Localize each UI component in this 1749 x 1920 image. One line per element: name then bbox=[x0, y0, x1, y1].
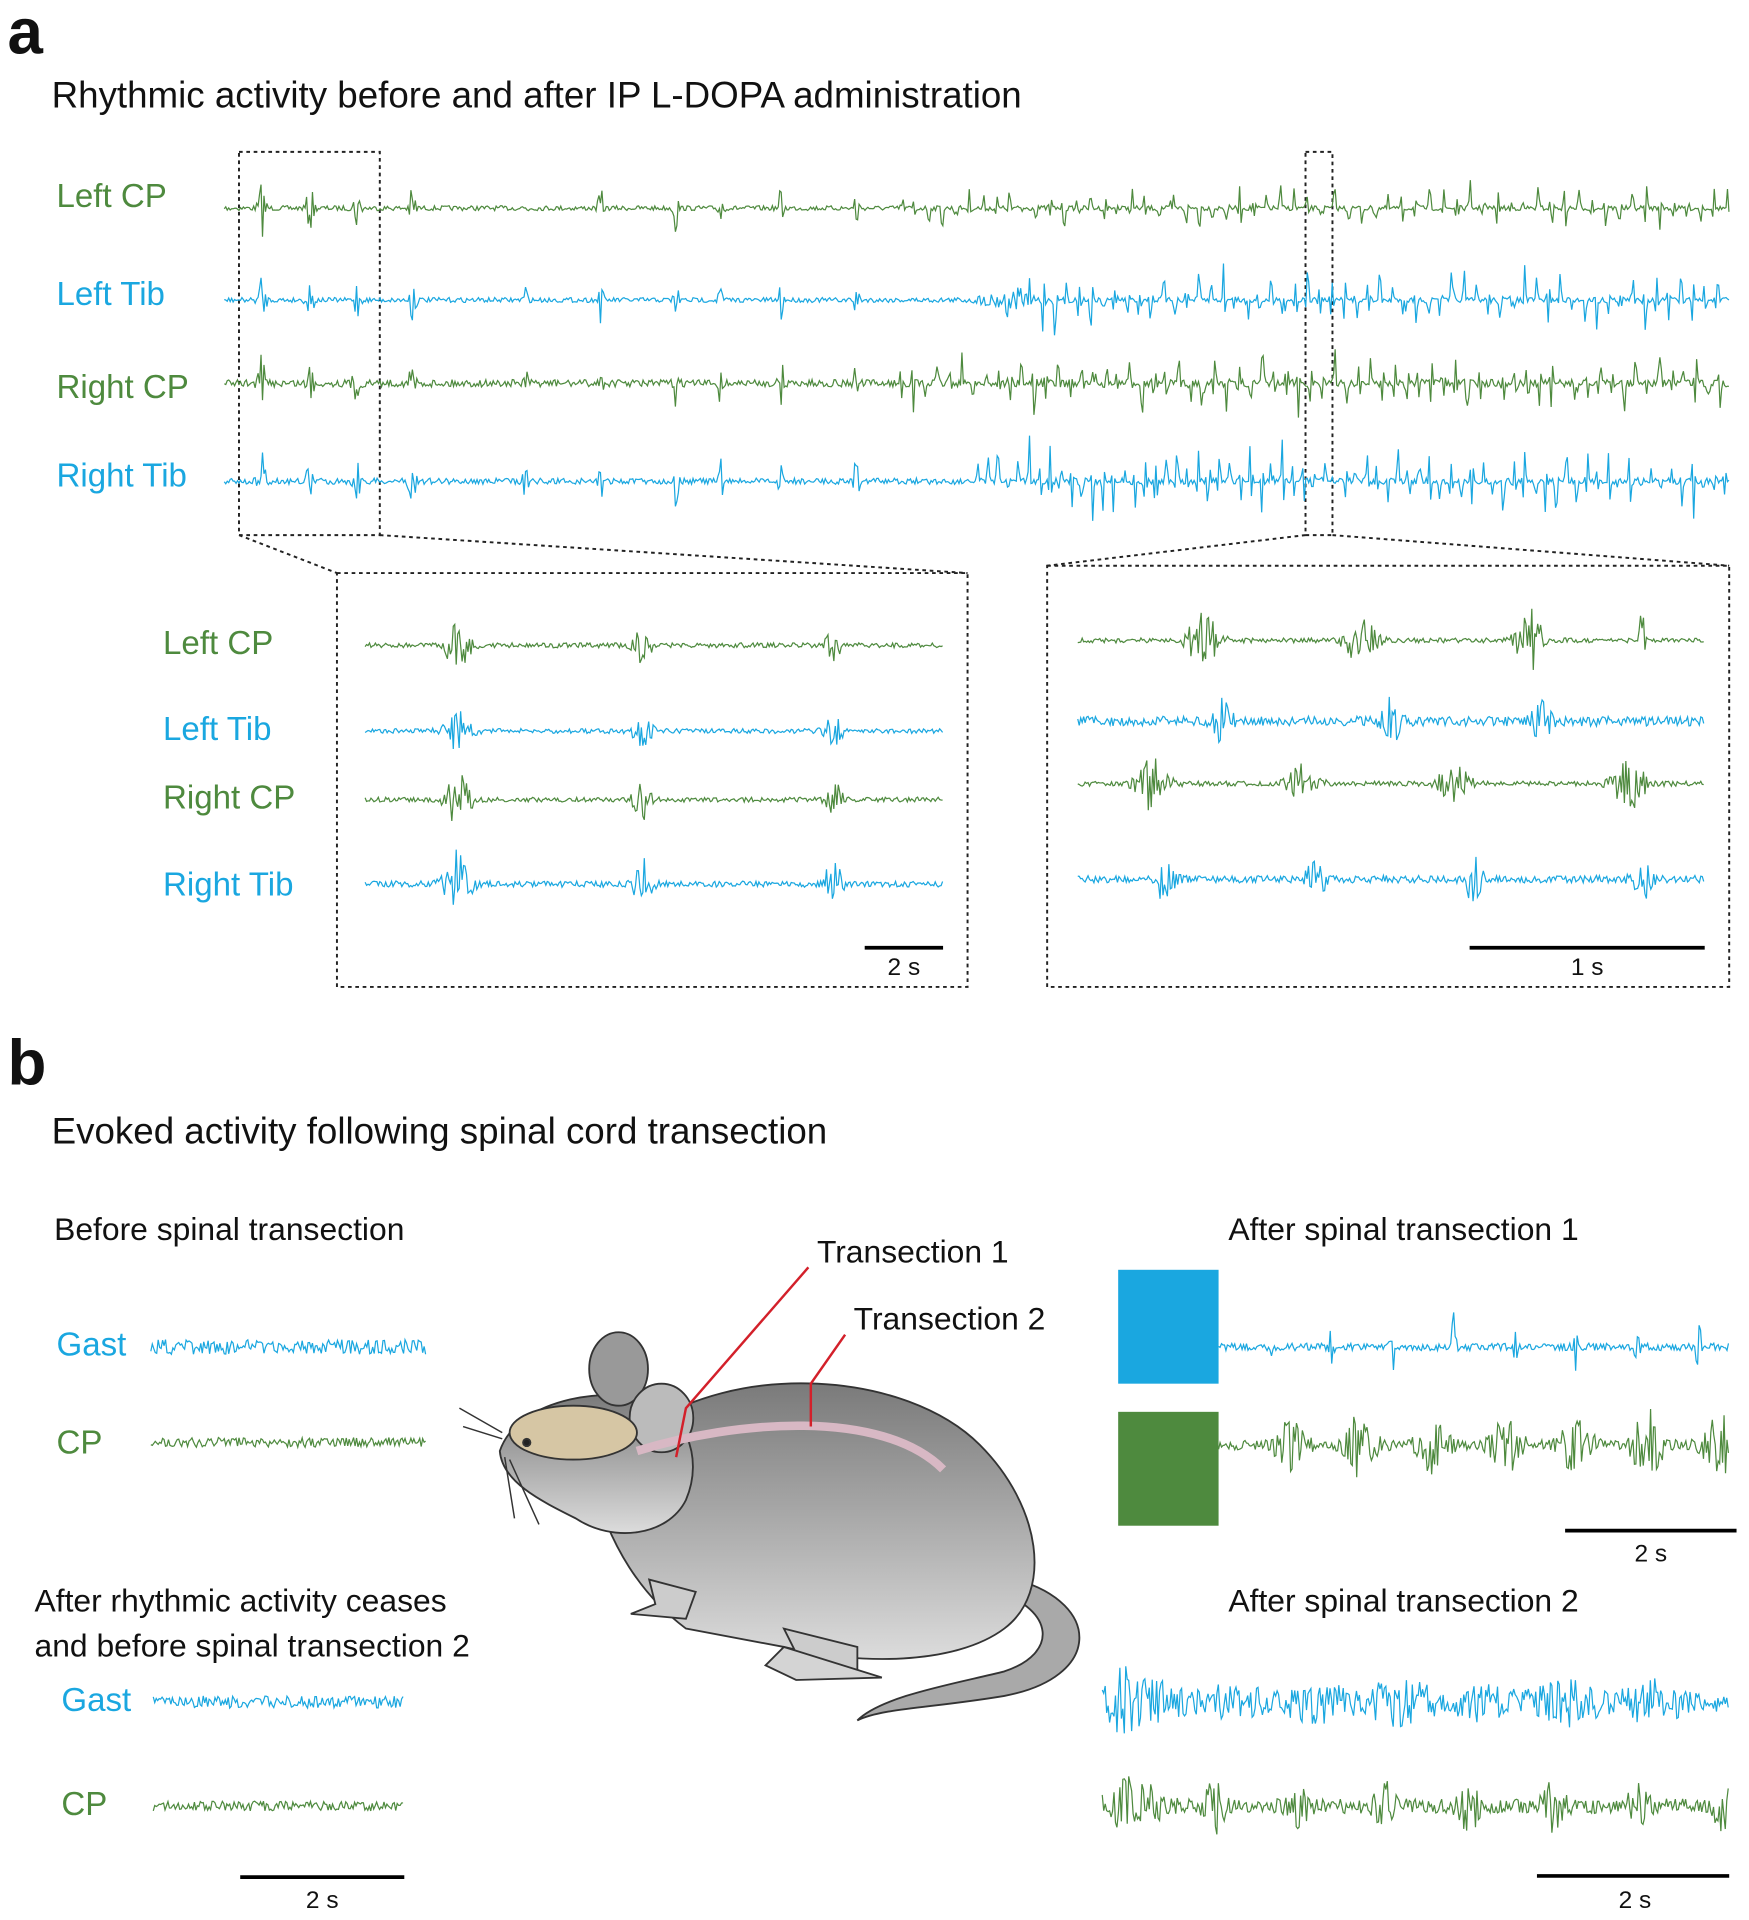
section-title: After spinal transection 1 bbox=[1228, 1211, 1578, 1247]
emg-trace bbox=[1101, 1666, 1729, 1734]
channel-label: Right Tib bbox=[57, 457, 187, 494]
channel-label: Gast bbox=[61, 1682, 131, 1719]
panel-label: a bbox=[8, 0, 44, 68]
emg-trace bbox=[364, 711, 944, 750]
channel-label: CP bbox=[57, 1425, 103, 1462]
scale-label: 2 s bbox=[888, 954, 921, 981]
mouse-illustration bbox=[459, 1331, 1081, 1722]
emg-trace bbox=[364, 622, 943, 665]
emg-trace bbox=[150, 1337, 427, 1356]
scale-label: 2 s bbox=[306, 1887, 339, 1914]
transection-label: Transection 2 bbox=[854, 1301, 1046, 1337]
channel-label: Left Tib bbox=[57, 276, 165, 313]
emg-trace bbox=[1101, 1776, 1729, 1835]
emg-trace bbox=[152, 1799, 404, 1813]
saturated-block bbox=[1118, 1269, 1219, 1384]
transection-line bbox=[809, 1333, 847, 1427]
channel-label: CP bbox=[61, 1786, 107, 1823]
channel-label: Right CP bbox=[163, 779, 295, 816]
emg-trace bbox=[150, 1435, 426, 1450]
zoom-line bbox=[1047, 534, 1306, 567]
emg-trace bbox=[223, 180, 1730, 237]
emg-trace bbox=[224, 263, 1730, 336]
zoom-box bbox=[238, 150, 381, 537]
emg-trace bbox=[364, 849, 944, 905]
emg-trace bbox=[152, 1694, 404, 1710]
panel-title: Evoked activity following spinal cord tr… bbox=[52, 1111, 828, 1152]
section-title: After rhythmic activity ceases bbox=[34, 1582, 446, 1618]
channel-label: Right CP bbox=[57, 369, 189, 406]
panel-title: Rhythmic activity before and after IP L-… bbox=[52, 75, 1022, 116]
emg-trace bbox=[1077, 856, 1705, 902]
scale-label: 1 s bbox=[1571, 954, 1604, 981]
zoom-line bbox=[379, 534, 968, 575]
transection-line bbox=[674, 1266, 810, 1458]
channel-label: Left Tib bbox=[163, 711, 271, 748]
panel-label: b bbox=[8, 1028, 47, 1099]
emg-trace bbox=[224, 349, 1729, 418]
emg-trace bbox=[1077, 608, 1704, 670]
emg-trace bbox=[1217, 1409, 1730, 1478]
inset-box bbox=[1046, 564, 1731, 988]
zoom-line bbox=[238, 534, 338, 574]
channel-label: Left CP bbox=[57, 178, 167, 215]
saturated-block bbox=[1118, 1411, 1219, 1526]
channel-label: Right Tib bbox=[163, 866, 293, 903]
zoom-line bbox=[1332, 534, 1730, 567]
emg-trace bbox=[364, 775, 943, 821]
emg-trace bbox=[1077, 758, 1704, 811]
section-title: and before spinal transection 2 bbox=[34, 1628, 469, 1664]
section-title: After spinal transection 2 bbox=[1228, 1582, 1578, 1618]
transection-label: Transection 1 bbox=[817, 1233, 1009, 1269]
emg-trace bbox=[223, 435, 1730, 521]
emg-trace bbox=[1077, 696, 1705, 745]
emg-trace bbox=[1218, 1312, 1730, 1371]
channel-label: Left CP bbox=[163, 625, 273, 662]
section-title: Before spinal transection bbox=[54, 1211, 404, 1247]
inset-box bbox=[335, 572, 969, 988]
scale-label: 2 s bbox=[1634, 1541, 1667, 1568]
scale-label: 2 s bbox=[1619, 1887, 1652, 1914]
channel-label: Gast bbox=[57, 1327, 127, 1364]
